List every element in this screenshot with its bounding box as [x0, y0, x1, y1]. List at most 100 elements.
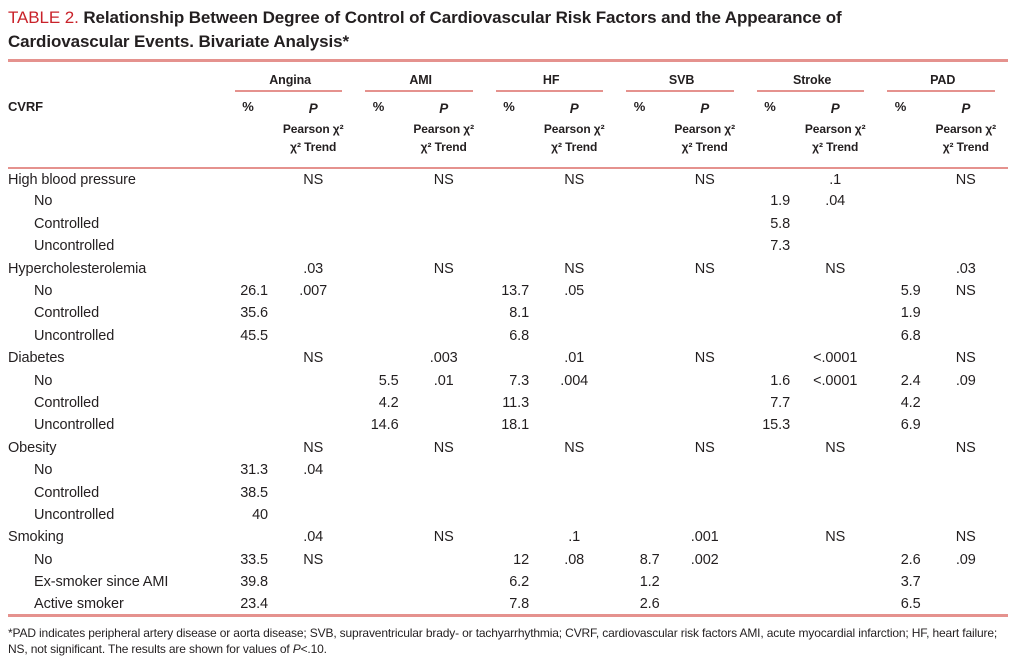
- cell-p: [402, 213, 486, 235]
- cell-pct: [747, 257, 793, 279]
- column-group-label: HF: [542, 72, 560, 87]
- cell-p: [271, 213, 355, 235]
- cell-pct: [877, 257, 923, 279]
- cell-p: [793, 571, 877, 593]
- cell-p: NS: [433, 260, 454, 277]
- cell-pct: [355, 213, 401, 235]
- cell-pct: [225, 392, 271, 414]
- cell-p: NS: [955, 439, 976, 456]
- chi2-trend-label: χ² Trend: [942, 140, 989, 155]
- cell-p: [924, 459, 1008, 481]
- column-header-p-svb: P Pearson χ² χ² Trend: [662, 91, 747, 169]
- cell-pct: [747, 504, 793, 526]
- cell-p: [793, 459, 877, 481]
- cell-p: .002: [690, 551, 719, 568]
- cell-p: [663, 392, 747, 414]
- table-title: TABLE 2. Relationship Between Degree of …: [8, 6, 956, 54]
- row-label: Controlled: [34, 305, 100, 322]
- cell-p: [663, 302, 747, 324]
- p-label: P: [569, 100, 579, 116]
- cell-p: [924, 593, 1008, 615]
- cell-pct: [747, 571, 793, 593]
- group-underline: [495, 89, 604, 92]
- cell-p: [402, 504, 486, 526]
- cell-pct: [355, 481, 401, 503]
- cell-pct: [486, 504, 532, 526]
- cell-pct: [747, 437, 793, 459]
- cell-pct: [355, 302, 401, 324]
- cell-p: [271, 593, 355, 615]
- table-row: Controlled 35.6 8.1 1.9: [8, 302, 1008, 324]
- cell-p: [663, 280, 747, 302]
- cell-p: .01: [564, 350, 585, 367]
- cell-pct: [877, 459, 923, 481]
- cell-p: [663, 414, 747, 436]
- cell-pct: 5.8: [770, 215, 791, 232]
- table-row: No 5.5 .01 7.3 .004 1.6 <.0001 2.4 .09: [8, 369, 1008, 391]
- cell-p: NS: [955, 350, 976, 367]
- cell-p: [532, 504, 616, 526]
- cell-pct: [486, 190, 532, 212]
- cell-pct: 6.8: [509, 327, 530, 344]
- column-header-pct-pad: %: [877, 91, 924, 169]
- row-label: Uncontrolled: [34, 506, 115, 523]
- cell-pct: [355, 571, 401, 593]
- table-row: Controlled 4.2 11.3 7.7 4.2: [8, 392, 1008, 414]
- pearson-chi2-label: Pearson χ²: [543, 121, 605, 136]
- cell-p: [532, 213, 616, 235]
- cell-pct: [355, 437, 401, 459]
- group-underline: [756, 89, 865, 92]
- chi2-trend-label: χ² Trend: [551, 140, 598, 155]
- cell-pct: 14.6: [370, 417, 399, 434]
- cell-pct: [616, 437, 662, 459]
- cell-pct: [225, 347, 271, 369]
- cell-p: NS: [825, 529, 846, 546]
- cell-p: .09: [955, 372, 976, 389]
- table-number: TABLE 2.: [8, 8, 79, 27]
- table-row: High blood pressure NS NS NS NS .1 NS: [8, 168, 1008, 190]
- column-group-label: SVB: [668, 72, 695, 87]
- cell-pct: [616, 392, 662, 414]
- cell-pct: [616, 190, 662, 212]
- cell-pct: 23.4: [240, 595, 269, 612]
- cell-pct: 6.8: [900, 327, 921, 344]
- column-group-svb: SVB: [616, 61, 747, 92]
- subheader-row: CVRF % P Pearson χ² χ² Trend% P Pearson χ² χ² …: [8, 91, 1008, 169]
- cell-p: NS: [825, 260, 846, 277]
- cell-p: [663, 213, 747, 235]
- cell-pct: [747, 347, 793, 369]
- cell-pct: [486, 437, 532, 459]
- cell-p: [663, 504, 747, 526]
- column-header-p-ami: P Pearson χ² χ² Trend: [401, 91, 486, 169]
- cell-p: [271, 481, 355, 503]
- column-header-p-pad: P Pearson χ² χ² Trend: [923, 91, 1008, 169]
- table-row: Smoking .04 NS .1 .001 NS NS: [8, 526, 1008, 548]
- column-group-label: PAD: [930, 72, 956, 87]
- table-row: No 26.1 .007 13.7 .05 5.9 NS: [8, 280, 1008, 302]
- p-label: P: [961, 100, 971, 116]
- row-label: Ex-smoker since AMI: [34, 574, 169, 591]
- cell-pct: 26.1: [240, 283, 269, 299]
- table-row: Uncontrolled 45.5 6.8 6.8: [8, 325, 1008, 347]
- cell-pct: [355, 325, 401, 347]
- cell-p: [532, 414, 616, 436]
- cell-p: [402, 549, 486, 571]
- cell-p: [793, 280, 877, 302]
- p-label: P: [830, 100, 840, 116]
- cell-p: [793, 392, 877, 414]
- cell-p: [402, 593, 486, 615]
- cell-pct: 4.2: [378, 394, 399, 411]
- row-label: No: [34, 283, 53, 299]
- cell-p: NS: [433, 171, 454, 188]
- table-row: Controlled 38.5: [8, 481, 1008, 503]
- footnote-text: *PAD indicates peripheral artery disease…: [8, 626, 998, 657]
- cell-p: [402, 459, 486, 481]
- pearson-chi2-label: Pearson χ²: [413, 121, 475, 136]
- cell-p: [924, 235, 1008, 257]
- cell-pct: 1.6: [770, 372, 791, 389]
- cell-p: [402, 325, 486, 347]
- cell-pct: 3.7: [900, 574, 921, 591]
- cell-pct: [355, 549, 401, 571]
- cell-pct: 45.5: [240, 327, 269, 344]
- cell-pct: [747, 526, 793, 548]
